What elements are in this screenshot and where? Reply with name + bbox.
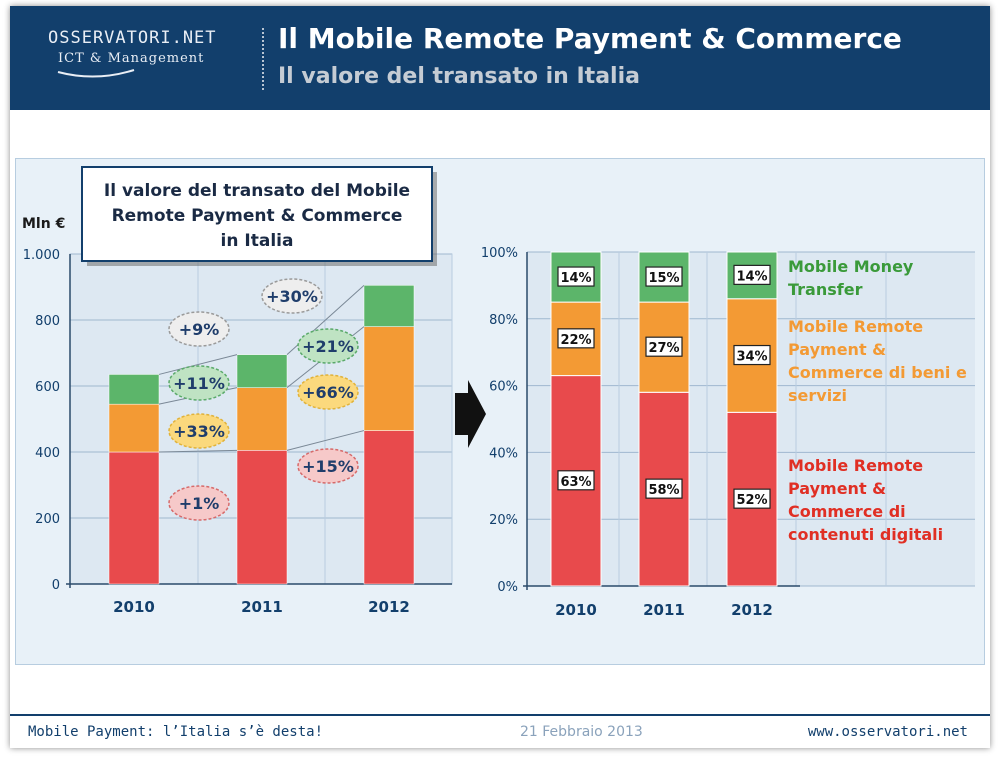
legend-item-text: contenuti digitali	[788, 525, 943, 544]
header-divider	[262, 28, 264, 90]
legend-item-text: Mobile Money	[788, 257, 914, 276]
data-label-box	[645, 336, 683, 357]
growth-label: +1%	[179, 494, 220, 513]
legend-item-text: Mobile Remote	[788, 317, 923, 336]
footer-website: www.osservatori.net	[807, 724, 968, 740]
footer-divider	[10, 714, 990, 716]
data-label: 27%	[648, 341, 679, 356]
right-x-tick-label: 2012	[731, 601, 773, 619]
left-bar-segment	[236, 450, 288, 585]
left-bar-segment	[236, 387, 288, 451]
right-x-tick-label: 2011	[643, 601, 685, 619]
chart-title-line: in Italia	[221, 231, 294, 251]
right-y-tick-label: 40%	[489, 446, 518, 461]
data-label: 58%	[648, 483, 679, 498]
growth-label: +66%	[302, 383, 354, 402]
growth-bubble	[168, 413, 230, 449]
left-bar-segment	[108, 451, 160, 585]
growth-label: +15%	[302, 457, 354, 476]
legend-item-text: Mobile Remote	[788, 456, 923, 475]
chart-title-line: Il valore del transato del Mobile	[104, 181, 410, 201]
left-connector-line	[158, 449, 238, 453]
logo-subtext: ICT & Management	[58, 51, 205, 66]
legend-item-text: Commerce di beni e	[788, 363, 967, 382]
right-y-tick-label: 20%	[489, 513, 518, 528]
footer-date: 21 Febbraio 2013	[520, 724, 643, 740]
data-label: 34%	[736, 350, 767, 365]
left-connector-line	[286, 430, 365, 451]
data-label-box	[557, 328, 595, 349]
data-label: 15%	[648, 271, 679, 286]
data-label-box	[557, 470, 595, 491]
left-bar-segment	[363, 285, 415, 327]
left-y-tick-label: 1.000	[23, 248, 60, 263]
right-y-tick-label: 100%	[481, 246, 518, 261]
growth-label: +33%	[173, 422, 225, 441]
left-y-tick-label: 600	[35, 380, 60, 395]
chart-title-box	[81, 166, 433, 262]
data-label-box	[733, 264, 771, 285]
right-y-tick-label: 0%	[497, 580, 518, 595]
left-y-axis-label: Mln €	[22, 216, 65, 232]
left-y-tick-label: 200	[35, 512, 60, 527]
left-bar-segment	[363, 326, 415, 431]
left-x-tick-label: 2011	[241, 598, 283, 616]
growth-bubble	[297, 448, 359, 484]
logo-text: OSSERVATORI.NET	[48, 28, 217, 48]
left-y-tick-label: 0	[52, 578, 60, 593]
data-label: 14%	[736, 269, 767, 284]
data-label-box	[733, 344, 771, 366]
arrow-right-icon	[455, 380, 486, 448]
left-x-tick-label: 2012	[368, 598, 410, 616]
data-label-box	[733, 488, 771, 509]
data-label-box	[645, 478, 683, 499]
left-y-tick-label: 800	[35, 314, 60, 329]
legend-item-text: Transfer	[788, 280, 863, 299]
legend-item-text: Commerce di	[788, 502, 906, 521]
footer-caption: Mobile Payment: l’Italia s’è desta!	[28, 724, 324, 740]
page-title: Il Mobile Remote Payment & Commerce	[278, 22, 902, 55]
right-y-tick-label: 60%	[489, 380, 518, 395]
legend-item-text: servizi	[788, 386, 847, 405]
data-label: 22%	[560, 333, 591, 348]
data-label: 63%	[560, 475, 591, 490]
right-y-tick-label: 80%	[489, 313, 518, 328]
legend-item-text: Payment &	[788, 479, 886, 498]
legend-item-text: Payment &	[788, 340, 886, 359]
growth-bubble	[297, 328, 359, 364]
left-bar-segment	[108, 403, 160, 453]
right-x-tick-label: 2010	[555, 601, 597, 619]
left-y-tick-label: 400	[35, 446, 60, 461]
left-x-tick-label: 2010	[113, 598, 155, 616]
left-connector-line	[158, 354, 238, 375]
data-label: 52%	[736, 493, 767, 508]
growth-label: +21%	[302, 337, 354, 356]
data-label: 14%	[560, 271, 591, 286]
growth-label: +30%	[266, 287, 318, 306]
data-label-box	[557, 266, 595, 287]
page-subtitle: Il valore del transato in Italia	[278, 64, 640, 89]
growth-bubble	[261, 278, 323, 314]
growth-bubble	[168, 311, 230, 347]
data-label-box	[645, 266, 683, 287]
left-bar-segment	[108, 374, 160, 405]
left-bar-segment	[363, 430, 415, 585]
growth-bubble	[168, 365, 230, 401]
logo-swoosh-icon	[57, 69, 135, 78]
chart-title-line: Remote Payment & Commerce	[112, 206, 403, 226]
growth-bubble	[297, 374, 359, 410]
growth-label: +9%	[179, 320, 220, 339]
header-bar: OSSERVATORI.NET ICT & Management Il Mobi…	[10, 6, 990, 110]
growth-bubble	[168, 485, 230, 521]
left-bar-segment	[236, 354, 288, 388]
growth-label: +11%	[173, 374, 225, 393]
